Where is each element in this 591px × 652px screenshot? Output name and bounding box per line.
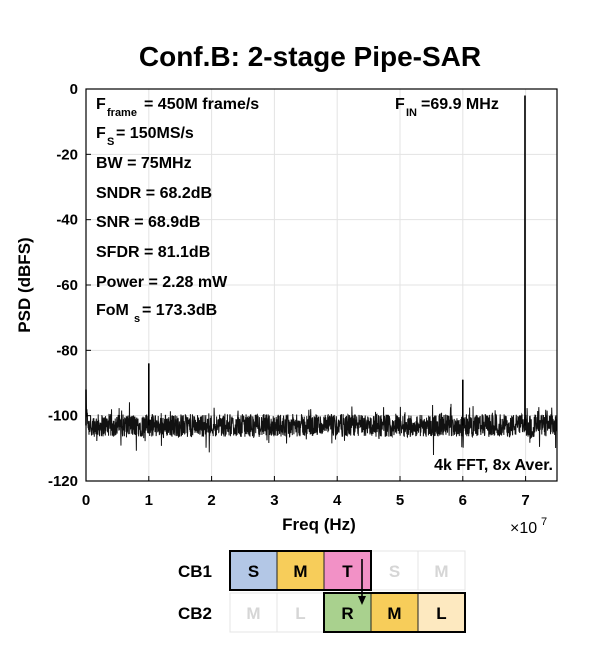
cell-letter: S [248, 562, 259, 581]
x-axis-label: Freq (Hz) [282, 515, 356, 534]
y-tick-label: -20 [56, 146, 78, 163]
y-tick-label: -120 [48, 473, 78, 490]
x-exponent-base: ×10 [510, 520, 537, 537]
annotation-sfdr: SFDR = 81.1dB [96, 244, 210, 261]
x-tick-label: 0 [82, 492, 90, 509]
buffer-diagram: CB1 S M T S M CB2 M L R M L [178, 550, 466, 633]
cell-box [229, 550, 278, 591]
x-tick-label: 4 [333, 492, 342, 509]
y-tick-label: 0 [70, 81, 78, 98]
annotation-sndr: SNDR = 68.2dB [96, 185, 212, 202]
psd-line [85, 95, 558, 456]
x-tick-label: 7 [521, 492, 529, 509]
fin-main: F [395, 96, 405, 113]
cell-letter: L [436, 604, 446, 623]
axis-ticks: 0 1 2 3 4 5 6 7 0 -20 -40 -60 -80 -100 -120 [48, 81, 530, 509]
cell-letter: M [246, 604, 260, 623]
annotation-fin: F IN =69.9 MHz [395, 96, 499, 119]
cell-box [229, 592, 278, 633]
cell-box [417, 550, 466, 591]
annotation-fom: FoM s = 173.3dB [96, 302, 217, 325]
cell-letter: T [342, 562, 353, 581]
row-label-cb2: CB2 [178, 604, 212, 623]
fs-main: F [96, 125, 106, 142]
cb2-active-outline [323, 592, 466, 633]
cell-box [323, 550, 372, 591]
y-tick-label: -40 [56, 212, 78, 229]
fframe-main: F [96, 96, 106, 113]
cell-letter: M [387, 604, 401, 623]
fs-rest: = 150MS/s [116, 125, 194, 142]
cell-box [276, 592, 325, 633]
x-tick-label: 2 [207, 492, 215, 509]
cell-letter: S [389, 562, 400, 581]
fs-sub: S [107, 136, 114, 148]
cell-box [370, 550, 419, 591]
fom-main: FoM [96, 302, 129, 319]
cell-letter: R [341, 604, 353, 623]
y-tick-label: -80 [56, 342, 78, 359]
annotation-snr: SNR = 68.9dB [96, 214, 200, 231]
fframe-rest: = 450M frame/s [144, 96, 259, 113]
annotation-power: Power = 2.28 mW [96, 274, 228, 291]
y-tick-label: -100 [48, 408, 78, 425]
annotation-bw: BW = 75MHz [96, 155, 192, 172]
annotation-fft: 4k FFT, 8x Aver. [434, 457, 553, 474]
fin-rest: =69.9 MHz [421, 96, 499, 113]
x-tick-label: 5 [396, 492, 404, 509]
cell-letter: M [293, 562, 307, 581]
cell-letter: L [295, 604, 305, 623]
x-exponent-label: ×10 7 [510, 516, 547, 537]
annotation-fframe: F frame = 450M frame/s [96, 96, 259, 119]
y-axis-label: PSD (dBFS) [15, 237, 34, 332]
grid [85, 88, 557, 482]
x-tick-label: 1 [145, 492, 153, 509]
cell-letter: M [434, 562, 448, 581]
x-tick-label: 3 [270, 492, 278, 509]
fframe-sub: frame [107, 107, 137, 119]
fom-rest: = 173.3dB [142, 302, 217, 319]
x-tick-label: 6 [459, 492, 467, 509]
transfer-arrow-head [358, 596, 366, 605]
fin-sub: IN [406, 107, 417, 119]
chart-title: Conf.B: 2-stage Pipe-SAR [139, 41, 481, 72]
y-tick-label: -60 [56, 277, 78, 294]
row-label-cb1: CB1 [178, 562, 212, 581]
x-exponent-power: 7 [541, 516, 547, 528]
annotation-fs: F S = 150MS/s [96, 125, 194, 148]
fom-sub: s [134, 313, 140, 325]
cb1-active-outline [229, 550, 372, 591]
